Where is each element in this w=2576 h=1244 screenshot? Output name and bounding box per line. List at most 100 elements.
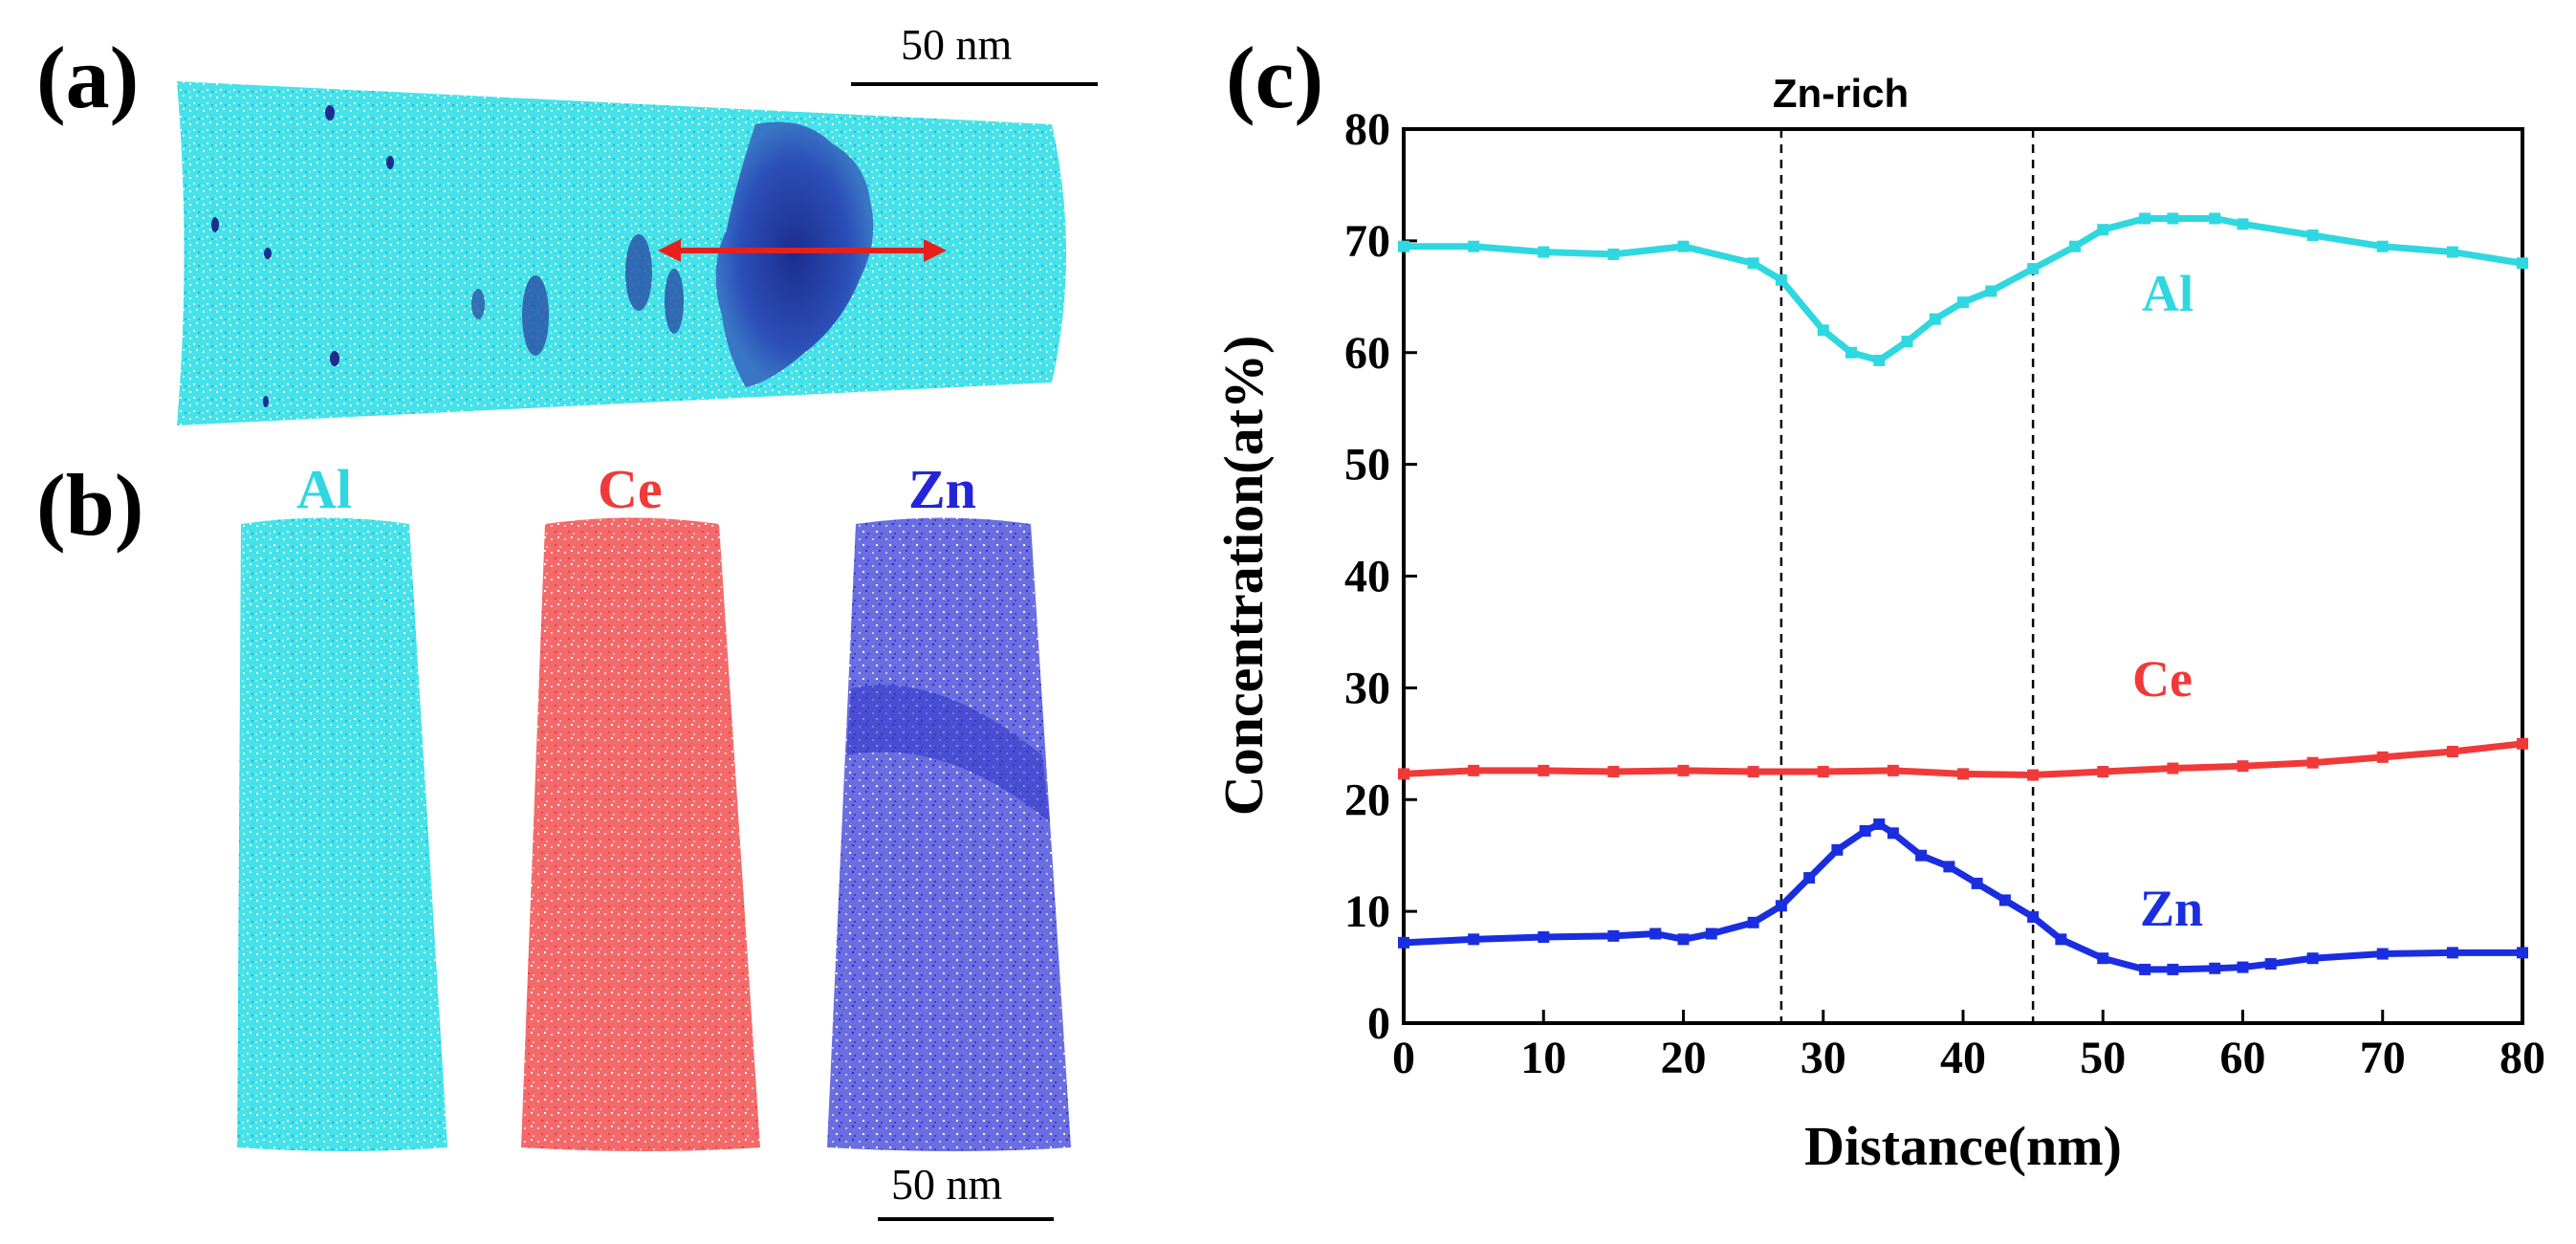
profile-arrow-left-head	[658, 239, 681, 262]
panel-c-label: (c)	[1226, 29, 1324, 126]
series-label-ce: Ce	[2132, 650, 2193, 708]
x-tick-label: 40	[1940, 1033, 1986, 1083]
data-point-al	[1957, 296, 1969, 309]
zn-rich-precipitate	[715, 121, 874, 387]
y-tick-label: 20	[1344, 775, 1390, 825]
concentration-chart: 0 10 20 30 40 50 60 70 80 0 10 20 30 40 50 60 70 80 Zn-ri…	[1212, 71, 2545, 1177]
data-point-ce	[2167, 762, 2179, 775]
data-point-zn	[2446, 947, 2458, 959]
data-point-al	[1845, 346, 1857, 359]
data-point-al	[1607, 248, 1620, 260]
data-point-zn	[2264, 958, 2277, 971]
zn-map	[827, 517, 1071, 1151]
y-axis-label: Concentration(at%)	[1212, 336, 1275, 817]
data-point-al	[2306, 229, 2319, 242]
panel-a-reconstruction	[177, 81, 1098, 426]
y-tick-label: 10	[1344, 886, 1390, 937]
panel-a-label: (a)	[36, 29, 140, 126]
data-point-zn	[2167, 963, 2179, 975]
data-point-al	[2069, 240, 2081, 252]
y-tick-label: 0	[1367, 998, 1390, 1049]
data-point-ce	[2237, 760, 2249, 773]
data-point-zn	[1887, 827, 1899, 840]
data-point-al	[2167, 212, 2179, 225]
data-point-zn	[1971, 877, 1983, 889]
data-point-zn	[1873, 818, 1886, 830]
scale-bar-a-label: 50 nm	[901, 20, 1013, 69]
data-point-zn	[1649, 928, 1662, 940]
panel-b-element-maps	[237, 517, 1071, 1221]
data-point-al	[1901, 336, 1913, 348]
data-point-zn	[2517, 947, 2528, 959]
data-point-ce	[1607, 766, 1620, 778]
series-line-al	[1404, 215, 2523, 364]
data-point-zn	[1677, 933, 1690, 946]
data-point-ce	[1747, 766, 1759, 778]
y-tick-label: 40	[1344, 552, 1390, 602]
data-point-ce	[2517, 737, 2528, 750]
data-point-ce	[2097, 766, 2109, 778]
data-point-zn	[2097, 952, 2109, 965]
x-tick-label: 50	[2080, 1033, 2126, 1083]
data-point-al	[1398, 240, 1409, 252]
data-point-al	[1985, 285, 1997, 297]
series-label-zn: Zn	[2140, 880, 2203, 937]
data-point-zn	[1747, 916, 1759, 928]
data-point-zn	[1831, 843, 1844, 856]
data-point-al	[2027, 263, 2040, 275]
data-point-ce	[1468, 764, 1480, 776]
y-tick-label: 60	[1344, 328, 1390, 379]
x-tick-label: 80	[2500, 1033, 2545, 1083]
x-axis-label: Distance(nm)	[1804, 1115, 2122, 1177]
data-point-al	[1775, 273, 1787, 286]
data-point-al	[1747, 257, 1759, 270]
data-point-zn	[1538, 931, 1550, 944]
data-point-zn	[2376, 948, 2389, 960]
data-point-zn	[2139, 963, 2151, 975]
data-point-zn	[2209, 962, 2221, 974]
x-tick-label: 30	[1801, 1033, 1846, 1083]
data-point-al	[2446, 246, 2458, 258]
data-point-zn	[1468, 933, 1480, 946]
series-label-al: Al	[2142, 265, 2194, 322]
plot-frame	[1402, 127, 2524, 1025]
data-point-ce	[1887, 764, 1899, 776]
x-tick-label: 10	[1520, 1033, 1566, 1083]
data-point-al	[2376, 240, 2389, 252]
data-point-zn	[1915, 849, 1928, 862]
panel-b-label: (b)	[36, 456, 144, 554]
region-label: Zn-rich	[1773, 71, 1909, 116]
data-point-al	[1929, 313, 1941, 325]
data-point-zn	[1775, 900, 1787, 912]
data-point-al	[2097, 224, 2109, 236]
data-point-al	[1873, 354, 1886, 366]
series-line-zn	[1403, 820, 2522, 973]
data-point-al	[2237, 218, 2249, 230]
data-point-zn	[1607, 929, 1620, 942]
data-point-ce	[1677, 764, 1690, 776]
y-tick-label: 70	[1344, 216, 1390, 267]
data-point-ce	[1817, 766, 1829, 778]
al-map	[237, 517, 448, 1151]
scale-bar-b-label: 50 nm	[891, 1160, 1003, 1209]
x-tick-label: 60	[2220, 1033, 2266, 1083]
data-point-ce	[1538, 764, 1550, 776]
data-point-ce	[2306, 756, 2319, 769]
data-point-al	[1677, 240, 1690, 252]
x-tick-label: 70	[2360, 1033, 2406, 1083]
data-point-al	[2139, 212, 2151, 225]
data-point-ce	[2446, 745, 2458, 757]
data-point-al	[1817, 324, 1829, 337]
data-point-zn	[1859, 824, 1871, 837]
data-point-zn	[2237, 961, 2249, 973]
data-point-zn	[2027, 910, 2040, 923]
data-point-zn	[1705, 928, 1717, 940]
map-label-ce: Ce	[598, 458, 663, 520]
data-point-zn	[1943, 861, 1955, 873]
y-tick-label: 80	[1344, 104, 1390, 155]
x-tick-label: 0	[1392, 1033, 1415, 1083]
data-point-al	[2209, 212, 2221, 225]
data-point-al	[2517, 257, 2528, 270]
data-point-al	[1468, 240, 1480, 252]
